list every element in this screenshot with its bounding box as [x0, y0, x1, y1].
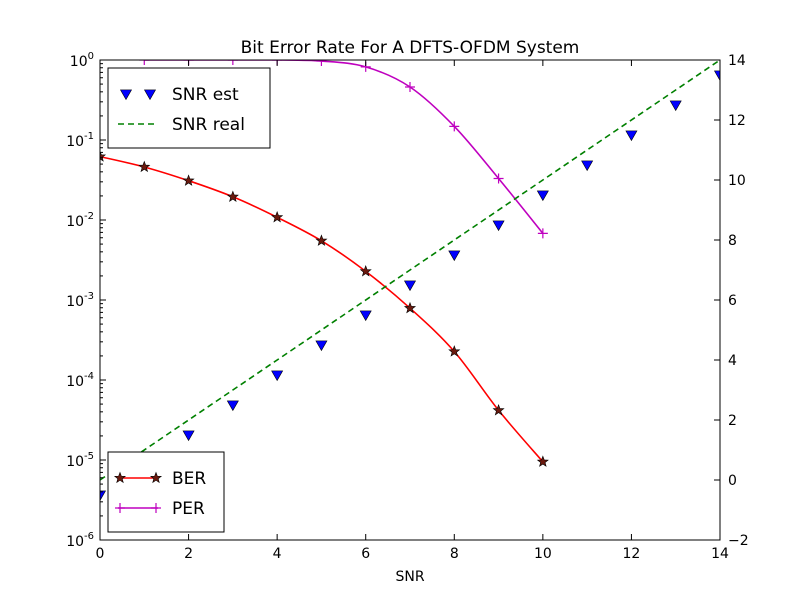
data-point-plus [227, 60, 238, 65]
legend-marker-triangle [143, 89, 157, 101]
data-point-triangle [100, 490, 107, 502]
x-tick-label: 8 [450, 546, 459, 562]
series-ber [100, 150, 549, 467]
data-point-star [359, 265, 372, 277]
x-tick-label: 10 [534, 546, 552, 562]
data-point-star [403, 301, 417, 314]
data-point-star [448, 345, 461, 357]
data-point-plus [405, 81, 415, 92]
legend-box [107, 451, 225, 533]
legend-label: SNR est [172, 85, 239, 105]
data-point-star [226, 190, 239, 202]
y-tick-label: 100 [70, 51, 94, 70]
x-tick-label: 2 [184, 546, 193, 562]
legend-entry: BER [113, 469, 206, 489]
y-tick-label: 10-1 [66, 131, 94, 150]
data-point-plus [537, 228, 548, 239]
series-snr-est [100, 70, 720, 502]
legend-label: BER [172, 469, 206, 489]
data-point-triangle [403, 280, 417, 292]
data-point-triangle [625, 130, 638, 142]
data-point-triangle [581, 160, 594, 172]
data-point-star [492, 403, 505, 416]
chart-title: Bit Error Rate For A DFTS-OFDM System [241, 38, 580, 58]
x-tick-label: 0 [96, 546, 105, 562]
data-point-star [138, 160, 151, 173]
data-point-plus [316, 60, 327, 67]
x-tick-label: 6 [361, 546, 370, 562]
data-point-triangle [359, 310, 372, 322]
data-point-triangle [492, 220, 505, 232]
legend-label: SNR real [172, 115, 245, 135]
legend-lower-left: BER PER [107, 451, 225, 533]
y-tick-label: 10-4 [66, 371, 94, 390]
x-tick-label: 14 [711, 546, 729, 562]
y-tick-label: 10-5 [66, 451, 94, 470]
y2-tick-label: 12 [728, 113, 746, 129]
legend-layer: SNR est SNR real BER PER [107, 67, 271, 533]
series-line [144, 60, 544, 234]
data-point-star [271, 210, 284, 223]
x-axis-label: SNR [395, 569, 424, 585]
data-point-star [536, 455, 549, 467]
series-snr-real [100, 60, 720, 481]
y2-tick-label: 6 [728, 293, 737, 309]
legend-marker-star [113, 471, 127, 484]
legend-box [107, 67, 271, 149]
series-line [100, 60, 720, 481]
y2-tick-label: 14 [728, 53, 746, 69]
y-tick-label: 10-3 [66, 291, 94, 310]
data-point-triangle [226, 400, 239, 412]
data-point-triangle [315, 340, 328, 352]
x-tick-label: 12 [623, 546, 641, 562]
ticks-layer: 0 2 4 6 8 10 12 1410-610-510-410-310-210-1100−2… [66, 51, 748, 562]
data-point-star [315, 234, 328, 246]
legend-marker-triangle [119, 89, 133, 101]
series-layer [100, 60, 720, 502]
data-point-star [100, 150, 107, 162]
data-point-plus [139, 60, 150, 65]
legend-upper-left: SNR est SNR real [107, 67, 271, 149]
legend-marker-plus [115, 503, 125, 513]
data-point-triangle [448, 250, 461, 262]
data-point-plus [449, 121, 460, 132]
legend-marker-plus [151, 503, 161, 513]
y-tick-label: 10-2 [66, 211, 94, 230]
data-point-triangle [536, 190, 549, 202]
legend-entry: PER [115, 499, 205, 519]
legend-label: PER [172, 499, 205, 519]
data-point-triangle [713, 70, 720, 82]
y2-tick-label: 2 [728, 413, 737, 429]
y2-tick-label: 0 [728, 473, 737, 489]
y-tick-label: 10-6 [66, 531, 94, 550]
y2-tick-label: −2 [728, 533, 749, 549]
data-point-triangle [669, 100, 682, 112]
y2-tick-label: 10 [728, 173, 746, 189]
data-point-triangle [182, 430, 195, 442]
x-tick-label: 4 [273, 546, 282, 562]
y2-tick-label: 8 [728, 233, 737, 249]
y2-tick-label: 4 [728, 353, 737, 369]
data-point-star [182, 174, 195, 186]
data-point-plus [493, 173, 504, 184]
data-point-triangle [271, 370, 284, 382]
legend-entry: SNR real [118, 115, 245, 135]
legend-marker-star [149, 471, 163, 484]
legend-entry: SNR est [119, 85, 239, 105]
